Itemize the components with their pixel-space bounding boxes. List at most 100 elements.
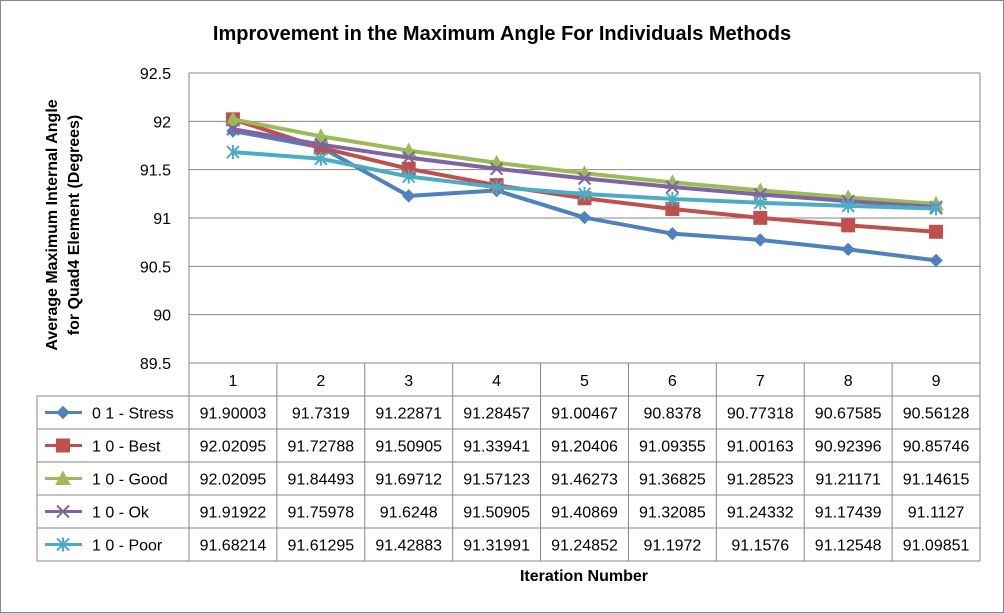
series-group bbox=[226, 145, 943, 216]
legend-label: 0 1 - Stress bbox=[92, 406, 174, 423]
x-category-label: 2 bbox=[316, 373, 325, 390]
table-cell-value: 90.56128 bbox=[903, 406, 970, 423]
x-axis-title: Iteration Number bbox=[520, 568, 648, 585]
table-cell-value: 91.28457 bbox=[463, 406, 530, 423]
data-point-marker bbox=[402, 169, 416, 184]
data-point-marker bbox=[489, 180, 504, 195]
data-point-marker bbox=[665, 180, 680, 194]
table-cell-value: 91.21171 bbox=[815, 472, 881, 489]
x-category-label: 7 bbox=[756, 373, 765, 390]
table-cell-value: 91.00467 bbox=[551, 406, 618, 423]
data-point-marker bbox=[402, 150, 416, 165]
table-cell-value: 91.7319 bbox=[292, 406, 350, 423]
x-category-label: 8 bbox=[844, 373, 853, 390]
y-tick-label: 92 bbox=[153, 114, 171, 131]
table-cell-value: 91.12548 bbox=[815, 538, 882, 555]
legend-marker bbox=[56, 504, 70, 519]
table-cell-value: 91.09355 bbox=[639, 439, 706, 456]
x-category-label: 1 bbox=[228, 373, 237, 390]
data-point-marker bbox=[226, 122, 240, 136]
data-point-marker bbox=[225, 111, 241, 126]
table-cell-value: 91.24852 bbox=[551, 538, 618, 555]
table-cell-value: 91.57123 bbox=[463, 472, 530, 489]
table-cell-value: 91.84493 bbox=[287, 472, 354, 489]
table-cell-value: 90.92396 bbox=[815, 439, 882, 456]
chart-title: Improvement in the Maximum Angle For Ind… bbox=[213, 23, 791, 45]
y-tick-label: 90 bbox=[153, 308, 171, 325]
table-cell-value: 91.42883 bbox=[375, 538, 442, 555]
table-cell-value: 91.50905 bbox=[463, 505, 530, 522]
table-cell-value: 91.69712 bbox=[375, 472, 442, 489]
table-cell-value: 92.02095 bbox=[200, 472, 267, 489]
data-point-marker bbox=[577, 186, 592, 201]
table-cell-value: 91.61295 bbox=[287, 538, 354, 555]
y-tick-label: 91 bbox=[153, 211, 171, 228]
x-category-label: 4 bbox=[492, 373, 501, 390]
series-lines bbox=[225, 111, 944, 268]
table-cell-value: 91.14615 bbox=[903, 472, 970, 489]
table-cell-value: 91.1576 bbox=[731, 538, 789, 555]
data-point-marker bbox=[402, 189, 416, 203]
x-category-label: 5 bbox=[580, 373, 589, 390]
data-point-marker bbox=[753, 210, 768, 225]
y-tick-label: 91.5 bbox=[140, 163, 171, 180]
data-point-marker bbox=[577, 210, 592, 225]
data-point-marker bbox=[929, 224, 944, 239]
data-point-marker bbox=[929, 201, 943, 216]
data-point-marker bbox=[577, 171, 592, 186]
y-axis-title-line-2: for Quad4 Element (Degrees) bbox=[66, 115, 83, 336]
legend-marker bbox=[55, 470, 71, 485]
data-point-marker bbox=[665, 226, 680, 241]
table-cell-value: 91.75978 bbox=[287, 505, 354, 522]
x-category-label: 6 bbox=[668, 373, 677, 390]
table-cell-value: 91.36825 bbox=[639, 472, 706, 489]
legend-marker bbox=[56, 405, 70, 420]
table-cell-value: 90.67585 bbox=[815, 406, 882, 423]
data-point-marker bbox=[226, 145, 240, 160]
table-cell-value: 91.50905 bbox=[375, 439, 442, 456]
table-cell-value: 91.90003 bbox=[200, 406, 267, 423]
y-tick-label: 92.5 bbox=[140, 66, 171, 83]
table-cell-value: 91.09851 bbox=[903, 538, 970, 555]
y-tick-label: 89.5 bbox=[140, 356, 171, 373]
legend-label: 1 0 - Ok bbox=[92, 505, 150, 522]
table-cell-value: 91.72788 bbox=[287, 439, 354, 456]
legend-marker bbox=[56, 438, 70, 453]
table-cell-value: 91.24332 bbox=[727, 505, 794, 522]
x-category-label: 3 bbox=[404, 373, 413, 390]
table-cell-value: 91.22871 bbox=[375, 406, 442, 423]
table-cell-value: 91.32085 bbox=[639, 505, 706, 522]
table-cell-value: 91.68214 bbox=[200, 538, 267, 555]
data-point-marker bbox=[312, 128, 329, 143]
legend-label: 1 0 - Best bbox=[92, 439, 161, 456]
legend-marker bbox=[56, 537, 70, 552]
series-group bbox=[226, 122, 943, 214]
x-category-label: 9 bbox=[932, 373, 941, 390]
y-axis-ticks: 89.5 90 90.5 91 91.5 92 92.5 bbox=[140, 66, 171, 373]
table-cell-value: 92.02095 bbox=[200, 439, 267, 456]
data-point-marker bbox=[929, 253, 943, 268]
table-cell-value: 91.40869 bbox=[551, 505, 618, 522]
table-cell-value: 90.77318 bbox=[727, 406, 794, 423]
data-table: 1 2 3 4 5 6 7 8 9 0 1 - Stress 91.90003 91.7319 91.2… bbox=[36, 362, 981, 562]
data-point-marker bbox=[665, 191, 680, 206]
legend-label: 1 0 - Poor bbox=[92, 538, 163, 555]
table-cell-value: 91.33941 bbox=[463, 439, 530, 456]
data-point-marker bbox=[841, 242, 855, 257]
table-cell-value: 91.00163 bbox=[727, 439, 794, 456]
data-point-marker bbox=[314, 137, 328, 152]
y-axis-title-line-1: Average Maximum Internal Angle bbox=[44, 99, 61, 350]
data-point-marker bbox=[314, 151, 328, 166]
y-tick-label: 90.5 bbox=[140, 259, 171, 276]
data-point-marker bbox=[841, 198, 855, 213]
data-point-marker bbox=[753, 195, 767, 210]
data-point-marker bbox=[753, 233, 767, 247]
table-cell-value: 91.1972 bbox=[643, 538, 701, 555]
table-cell-value: 90.8378 bbox=[643, 406, 701, 423]
table-cell-value: 90.85746 bbox=[903, 439, 970, 456]
table-cell-value: 91.91922 bbox=[200, 505, 267, 522]
legend-label: 1 0 - Good bbox=[92, 472, 168, 489]
